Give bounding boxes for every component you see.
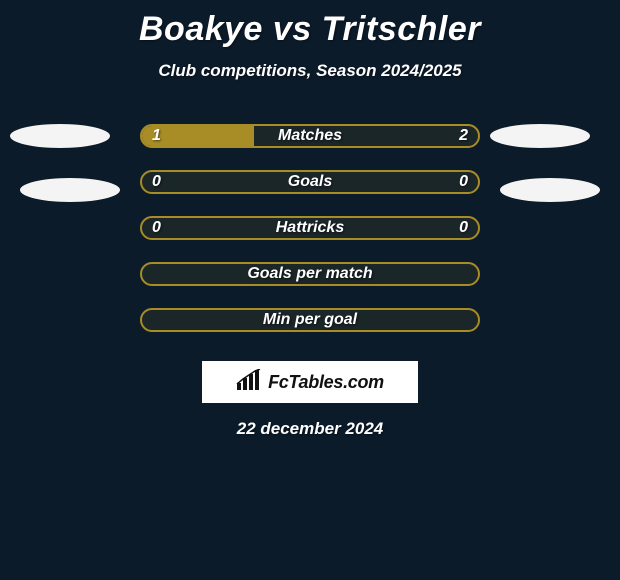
stat-bar: Goals per match — [140, 262, 480, 286]
stat-left-value: 0 — [152, 172, 161, 192]
stat-bar: Goals0 0 — [140, 170, 480, 194]
stat-label: Hattricks — [142, 218, 478, 238]
stat-rows: Matches12Goals00Hattricks00Goals per mat… — [0, 113, 620, 343]
stat-label: Goals per match — [142, 264, 478, 284]
page-title: Boakye vs Tritschler — [0, 0, 620, 49]
stat-right-value: 0 — [459, 218, 468, 238]
stat-label: Min per goal — [142, 310, 478, 330]
brand-badge: FcTables.com — [202, 361, 418, 403]
stat-row: Hattricks0 0 — [0, 205, 620, 251]
stat-left-value: 1 — [152, 126, 161, 146]
stat-bar: Matches1 2 — [140, 124, 480, 148]
stat-right-value: 0 — [459, 172, 468, 192]
stat-label: Goals — [142, 172, 478, 192]
stats-comparison-card: Boakye vs Tritschler Club competitions, … — [0, 0, 620, 580]
chart-bars-icon — [236, 369, 262, 396]
stat-bar: Hattricks0 0 — [140, 216, 480, 240]
page-subtitle: Club competitions, Season 2024/2025 — [0, 61, 620, 81]
stat-left-value: 0 — [152, 218, 161, 238]
stat-right-value: 2 — [459, 126, 468, 146]
brand-name: FcTables.com — [268, 372, 384, 393]
stat-row: Min per goal — [0, 297, 620, 343]
stat-row: Matches1 2 — [0, 113, 620, 159]
stat-row: Goals per match — [0, 251, 620, 297]
stat-row: Goals0 0 — [0, 159, 620, 205]
date-text: 22 december 2024 — [0, 419, 620, 439]
stat-bar: Min per goal — [140, 308, 480, 332]
stat-label: Matches — [142, 126, 478, 146]
